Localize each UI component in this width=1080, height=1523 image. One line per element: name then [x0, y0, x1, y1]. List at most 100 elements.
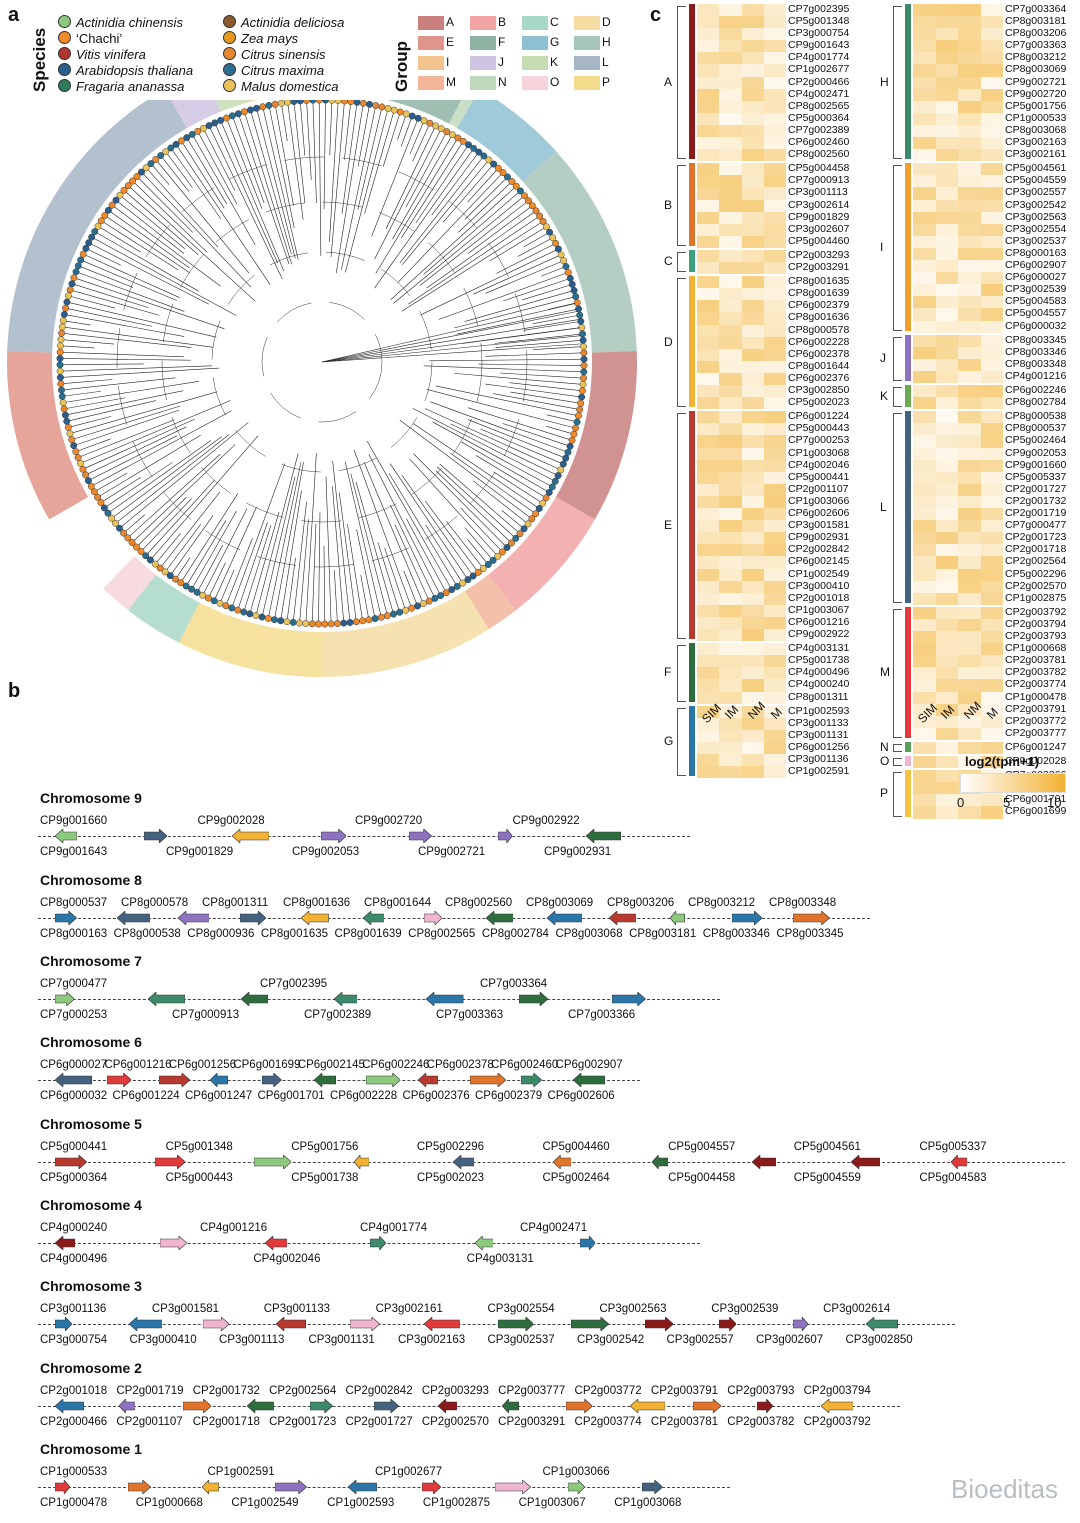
- gene-label-bottom: CP6g002379: [475, 1090, 543, 1102]
- heatmap-cell: [763, 423, 786, 436]
- heatmap-cell: [958, 655, 981, 668]
- tree-branch: [268, 105, 295, 229]
- chromosome-title: Chromosome 3: [40, 1278, 142, 1294]
- heatmap-cell: [719, 568, 742, 581]
- tree-branch: [357, 104, 370, 167]
- heatmap-row: [697, 691, 786, 704]
- heatmap-cell: [719, 655, 742, 668]
- tree-tip-dot: [484, 561, 492, 568]
- heatmap-group-bar: [905, 756, 911, 767]
- heatmap-cell: [980, 175, 1003, 188]
- tree-tip-dot: [577, 399, 585, 407]
- gene-arrow: [128, 1480, 152, 1494]
- tree-outgroup-branch: [321, 303, 576, 363]
- heatmap-cell: [935, 308, 958, 321]
- species-dot-icon: [58, 47, 71, 60]
- heatmap-cell: [741, 397, 764, 410]
- heatmap-gene-labels: CP7g002395 CP5g001348 CP3g000754 CP9g001643…: [788, 3, 849, 160]
- gene-arrow: [55, 1317, 73, 1331]
- heatmap-gene-label: CP6g002228: [788, 335, 850, 348]
- heatmap-cell: [935, 727, 958, 740]
- heatmap-row: [913, 296, 1003, 309]
- heatmap-gene-label: CP3g001131: [788, 728, 849, 741]
- tree-branch: [458, 181, 513, 233]
- tree-tip-dot: [252, 612, 260, 619]
- heatmap-row: [697, 312, 786, 325]
- heatmap-cell: [958, 112, 981, 125]
- gene-label-top: CP1g000533: [40, 1466, 108, 1478]
- tree-branch: [467, 168, 499, 203]
- tree-group-sector: [555, 351, 637, 520]
- heatmap-group-letter: N: [880, 740, 889, 755]
- gene-label-top: CP2g003791: [650, 1385, 719, 1397]
- heatmap-cell: [697, 288, 720, 301]
- gene-label-bottom: CP2g001727: [345, 1416, 413, 1428]
- tree-branch: [425, 500, 479, 573]
- tree-tip-dot: [377, 613, 385, 621]
- heatmap-cell: [719, 211, 742, 224]
- gene-label-top: CP1g003066: [542, 1466, 610, 1478]
- gene-arrow: [240, 992, 268, 1006]
- heatmap-cell: [958, 459, 981, 472]
- tree-tip-dot: [580, 343, 587, 350]
- tree-branch: [399, 419, 533, 520]
- tree-tip-dot: [539, 499, 547, 507]
- heatmap-gene-label: CP6g001247: [1005, 741, 1067, 753]
- heatmap-cell: [741, 324, 764, 337]
- heatmap-gene-label: CP3g002161: [1005, 148, 1067, 161]
- heatmap-cell: [980, 703, 1003, 716]
- heatmap-row: [697, 544, 786, 557]
- heatmap-cell: [913, 397, 936, 410]
- heatmap-cell: [763, 16, 786, 29]
- heatmap-cell: [980, 423, 1003, 436]
- heatmap-cell: [958, 137, 981, 150]
- gene-label-top: CP1g002591: [207, 1466, 275, 1478]
- tree-branch: [69, 391, 218, 434]
- heatmap-row: [913, 320, 1003, 333]
- heatmap-cell: [719, 250, 742, 263]
- tree-tip-dot: [87, 482, 95, 490]
- tree-tip-dot: [580, 374, 587, 382]
- tree-branch: [85, 426, 187, 476]
- tree-branch: [107, 440, 212, 514]
- heatmap-cell: [719, 705, 742, 718]
- heatmap-cell: [741, 483, 764, 496]
- heatmap-row: [913, 508, 1003, 521]
- tree-tip-dot: [57, 336, 65, 343]
- tree-outgroup-branch: [321, 327, 580, 363]
- heatmap-cell: [913, 691, 936, 704]
- heatmap-cell: [935, 100, 958, 113]
- heatmap-gene-label: CP5g002296: [1005, 567, 1067, 580]
- heatmap-cell: [935, 715, 958, 728]
- heatmap-gene-label: CP8g002565: [788, 99, 850, 112]
- heatmap-gene-label: CP6g002379: [788, 299, 850, 312]
- tree-branch: [94, 231, 199, 292]
- tree-branch: [274, 461, 304, 620]
- heatmap-cells: [913, 385, 1003, 410]
- heatmap-cell: [913, 334, 936, 347]
- tree-tip-dot: [560, 257, 568, 265]
- tree-tip-dot: [564, 268, 572, 276]
- tree-tip-dot: [414, 602, 421, 610]
- heatmap-cell: [980, 679, 1003, 692]
- heatmap-cell: [980, 52, 1003, 65]
- tree-branch: [501, 510, 525, 530]
- heatmap-cell: [958, 592, 981, 605]
- heatmap-group-bracket: [677, 707, 686, 777]
- heatmap-cell: [763, 544, 786, 557]
- heatmap-row: [697, 124, 786, 138]
- tree-tip-dot: [90, 488, 98, 496]
- tree-branch: [170, 147, 221, 219]
- heatmap-cell: [913, 423, 936, 436]
- tree-branch: [191, 134, 256, 246]
- heatmap-row: [913, 385, 1003, 398]
- gene-label-top: CP3g001133: [263, 1303, 331, 1315]
- tree-branch: [292, 501, 307, 623]
- heatmap-cell: [958, 296, 981, 309]
- heatmap-cell: [958, 667, 981, 680]
- heatmap-row: [697, 300, 786, 313]
- tree-branch: [368, 454, 441, 596]
- tree-tip-dot: [68, 436, 76, 444]
- tree-branch: [88, 242, 209, 305]
- heatmap-gene-label: CP5g001738: [788, 654, 850, 667]
